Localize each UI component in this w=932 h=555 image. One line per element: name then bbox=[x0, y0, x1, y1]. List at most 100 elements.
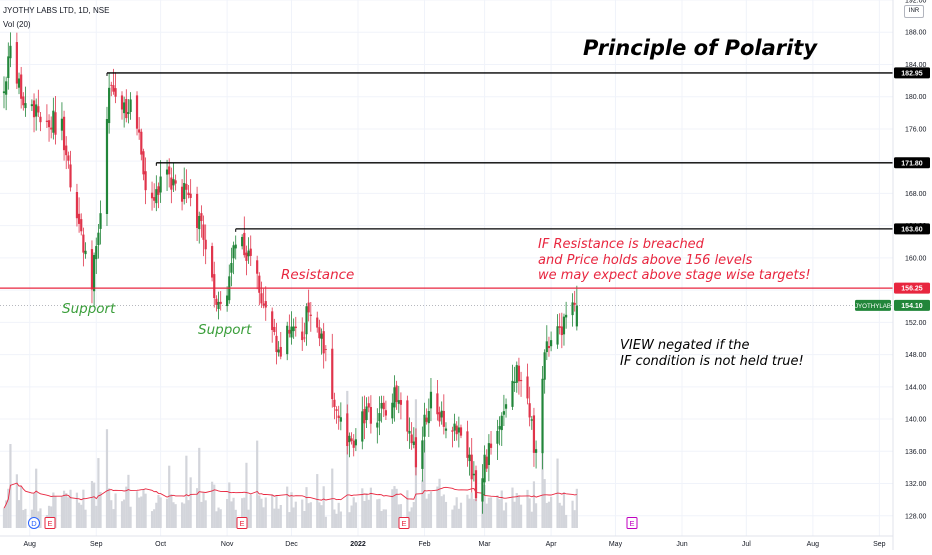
price-tick-label: 180.00 bbox=[905, 94, 927, 101]
candle-body bbox=[466, 431, 469, 458]
time-axis[interactable]: Aug Sep Oct Nov Dec 2022 Feb Mar Apr May Jun Jul Aug… bbox=[0, 535, 893, 550]
volume-bar bbox=[352, 497, 355, 528]
volume-bar bbox=[54, 495, 57, 528]
volume-bar bbox=[245, 462, 248, 528]
candle-body bbox=[7, 56, 10, 78]
candle-body bbox=[286, 325, 289, 355]
volume-bar bbox=[241, 498, 244, 528]
candle-body bbox=[37, 106, 40, 113]
candle-body bbox=[425, 417, 428, 422]
candle-body bbox=[264, 301, 267, 308]
candle-body bbox=[97, 232, 100, 246]
candle-body bbox=[108, 87, 111, 124]
volume-bar bbox=[320, 505, 323, 528]
candle-body bbox=[271, 311, 274, 331]
volume-bar bbox=[429, 491, 433, 528]
volume-bar bbox=[2, 508, 6, 528]
volume-bar bbox=[75, 492, 79, 528]
volume-bar bbox=[7, 488, 10, 528]
candle-body bbox=[496, 430, 499, 444]
candle-body bbox=[50, 127, 53, 130]
candle-body bbox=[318, 327, 321, 339]
volume-bar bbox=[142, 488, 145, 528]
candle-body bbox=[335, 409, 338, 411]
volume-bar bbox=[560, 505, 563, 528]
candle-body bbox=[556, 326, 559, 345]
volume-bar bbox=[361, 488, 364, 528]
volume-bar bbox=[140, 496, 143, 528]
volume-bar bbox=[62, 490, 66, 528]
candle-body bbox=[230, 262, 233, 273]
volume-bar bbox=[339, 511, 342, 528]
candle-body bbox=[47, 120, 51, 128]
volume-bar bbox=[350, 505, 353, 528]
candle-body bbox=[301, 331, 304, 341]
candle-body bbox=[185, 183, 188, 190]
candle-body bbox=[52, 110, 55, 133]
price-tick-label: 148.00 bbox=[905, 352, 927, 359]
candle-body bbox=[515, 365, 518, 383]
volume-bar bbox=[17, 500, 21, 528]
candle-body bbox=[279, 346, 282, 357]
volume-bar bbox=[262, 507, 265, 528]
level-price-tag bbox=[894, 223, 930, 235]
candle-body bbox=[123, 102, 126, 114]
volume-bar bbox=[485, 503, 488, 528]
candle-body bbox=[468, 454, 471, 462]
symbol-tag-label: JYOTHYLAB bbox=[855, 303, 891, 310]
volume-bar bbox=[234, 509, 237, 528]
volume-bar bbox=[15, 474, 18, 528]
candle-body bbox=[440, 410, 443, 418]
candle-body bbox=[45, 120, 49, 122]
candle-body bbox=[39, 116, 42, 123]
volume-bar bbox=[144, 493, 147, 528]
volume-bar bbox=[277, 508, 280, 528]
volume-bar bbox=[324, 516, 327, 528]
candle-body bbox=[339, 417, 342, 422]
last-price-label: 154.10 bbox=[901, 303, 923, 310]
volume-indicator-title[interactable]: Vol (20) bbox=[3, 20, 31, 29]
candle-body bbox=[90, 249, 94, 290]
candle-body bbox=[2, 91, 6, 94]
candle-body bbox=[258, 275, 261, 293]
volume-bar bbox=[150, 511, 154, 528]
candle-body bbox=[498, 426, 501, 430]
candle-body bbox=[20, 74, 23, 99]
volume-bar bbox=[288, 512, 291, 528]
candle-body bbox=[502, 411, 506, 415]
volume-bar bbox=[67, 497, 70, 528]
volume-bar bbox=[369, 487, 372, 528]
candle-body bbox=[30, 104, 33, 107]
currency-badge[interactable]: INR bbox=[904, 5, 924, 18]
price-axis[interactable]: 192.00188.00184.00180.00176.00172.00168.… bbox=[892, 0, 932, 550]
volume-bar bbox=[438, 478, 441, 528]
candle-body bbox=[159, 176, 162, 193]
candle-body bbox=[32, 100, 36, 118]
volume-bar bbox=[60, 496, 64, 528]
volume-bar bbox=[65, 493, 68, 528]
candle-body bbox=[202, 224, 205, 240]
volume-bar bbox=[530, 511, 533, 528]
volume-bar bbox=[367, 499, 370, 528]
volume-bar bbox=[380, 511, 383, 528]
time-tick-label: 2022 bbox=[350, 541, 366, 548]
volume-bar bbox=[129, 506, 132, 528]
volume-bar bbox=[271, 494, 274, 528]
volume-bar bbox=[155, 502, 158, 528]
volume-bar bbox=[84, 509, 87, 528]
candle-body bbox=[273, 326, 276, 333]
volume-bar bbox=[47, 505, 51, 528]
candle-body bbox=[367, 403, 370, 408]
candle-body bbox=[429, 391, 433, 409]
volume-bar bbox=[309, 502, 312, 528]
price-tick-label: 140.00 bbox=[905, 417, 927, 424]
candle-body bbox=[393, 387, 396, 408]
candles-layer bbox=[2, 32, 578, 514]
volume-bar bbox=[427, 493, 430, 528]
candle-body bbox=[408, 430, 411, 434]
volume-bar bbox=[528, 498, 531, 528]
volume-bar bbox=[487, 497, 490, 528]
candle-body bbox=[226, 295, 229, 307]
volume-bar bbox=[39, 508, 42, 528]
price-tick-label: 144.00 bbox=[905, 384, 927, 391]
